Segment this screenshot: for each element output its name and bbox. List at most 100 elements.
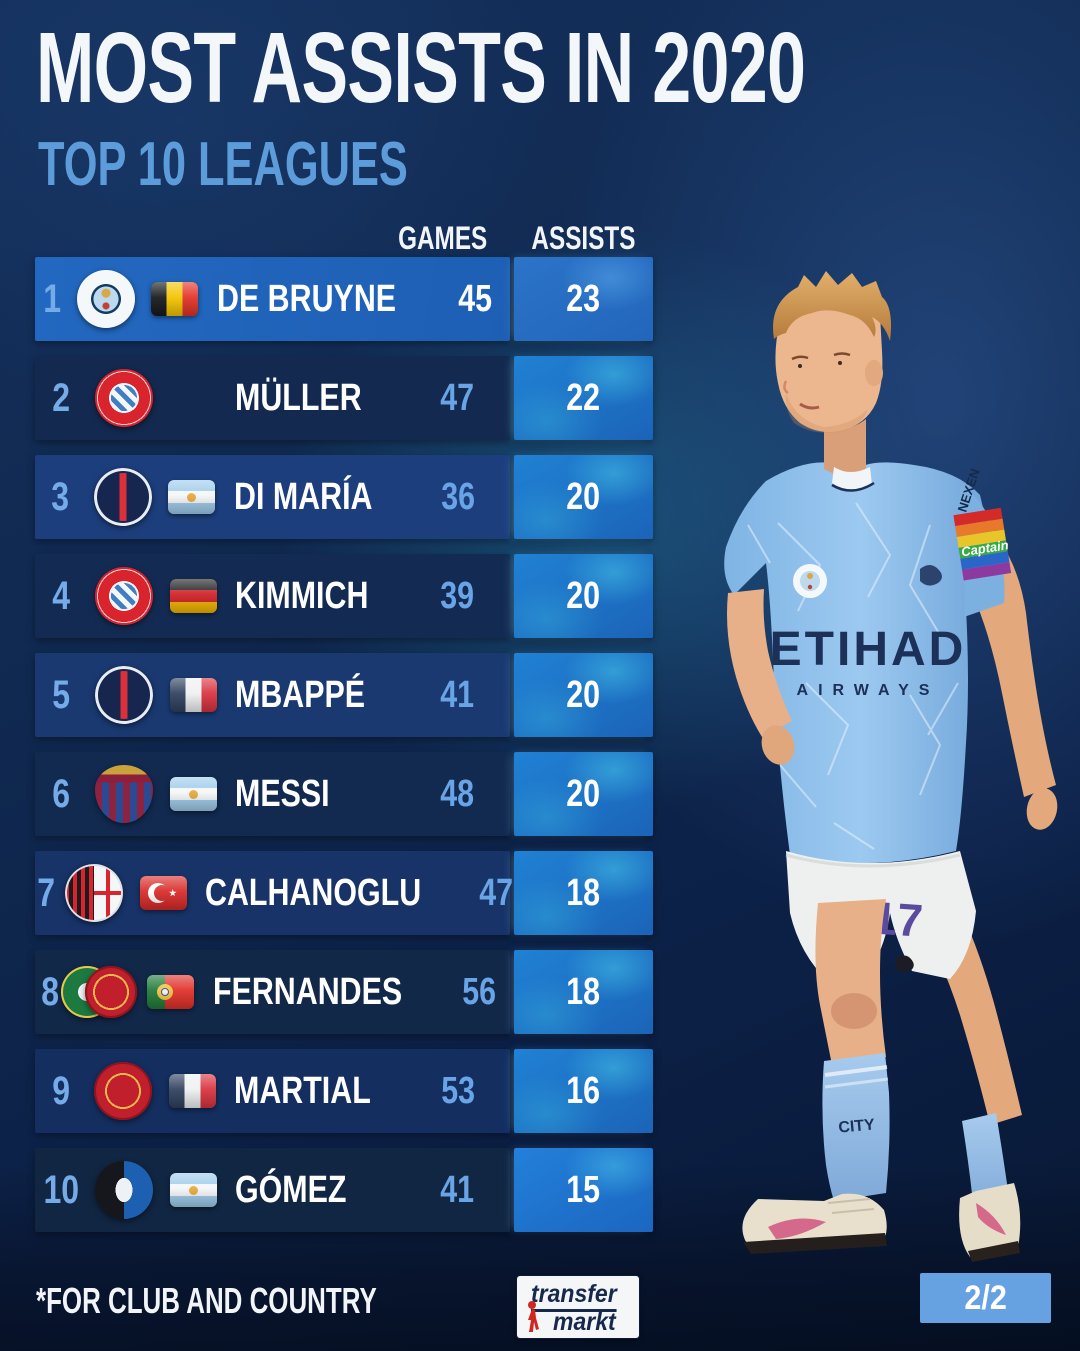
games-value: 41: [404, 1169, 510, 1212]
player-name-text: GÓMEZ: [235, 1168, 347, 1211]
games-value: 56: [449, 971, 510, 1014]
rank-number-text: 3: [51, 474, 70, 519]
table-row-main: 2 MÜLLER 47: [35, 356, 510, 440]
puma-logo-chest: [920, 565, 942, 586]
transfermarkt-logo-line2: markt: [553, 1308, 616, 1336]
country-flag: [131, 876, 195, 910]
player-head: [773, 271, 891, 433]
table-row: 7 CALHANOGLU 47 18: [35, 851, 665, 935]
games-value: 53: [405, 1070, 510, 1113]
games-value-text: 36: [441, 475, 476, 518]
rank-number-text: 10: [43, 1167, 79, 1212]
page-subtitle: TOP 10 LEAGUES: [38, 130, 408, 199]
table-row: 4 KIMMICH 39 20: [35, 554, 665, 638]
flag-argentina: [168, 480, 216, 514]
games-value: 36: [407, 476, 510, 519]
rank-number-text: 7: [37, 870, 56, 915]
transfermarkt-figure-icon: [528, 1301, 539, 1332]
rank-number-text: 4: [52, 573, 70, 618]
club-crests: [86, 1062, 160, 1120]
assists-table: 1 DE BRUYNE 45 23 2 MÜLLER 47 22 3 DI MA…: [35, 257, 665, 1247]
club-crest-psg: [95, 666, 153, 724]
player-name-text: KIMMICH: [235, 574, 369, 617]
transfermarkt-logo-line1: transfer: [531, 1280, 617, 1312]
games-value-text: 53: [440, 1069, 475, 1112]
assists-value-text: 20: [566, 673, 601, 716]
games-value: 39: [404, 575, 510, 618]
games-value: 41: [404, 674, 510, 717]
assists-value: 22: [562, 377, 604, 420]
footnote: *FOR CLUB AND COUNTRY: [36, 1280, 377, 1321]
country-flag: [143, 282, 207, 316]
assists-value-text: 18: [566, 871, 601, 914]
table-row-main: 3 DI MARÍA 36: [35, 455, 510, 539]
player-name: MESSI: [225, 773, 404, 816]
assists-value-text: 20: [566, 475, 601, 518]
country-flag: [160, 1074, 224, 1108]
table-row-main: 10 GÓMEZ 41: [35, 1148, 510, 1232]
player-photo: NEXEN Captain ETIHAD AIRWAYS 17 CIT: [724, 271, 1058, 1262]
assists-cell: 22: [514, 356, 653, 440]
player-name: CALHANOGLU: [195, 872, 475, 915]
rank-number-text: 8: [40, 969, 59, 1014]
player-neck: [824, 419, 866, 476]
club-crests: [69, 270, 143, 328]
transfermarkt-logo: transfer markt: [517, 1276, 639, 1338]
flag-france: [169, 678, 217, 712]
assists-value-text: 22: [566, 376, 601, 419]
flag-france: [168, 1074, 216, 1108]
assists-value-text: 15: [566, 1168, 601, 1211]
assists-cell: 16: [514, 1049, 653, 1133]
rank-number-text: 9: [51, 1068, 70, 1113]
player-name-text: MBAPPÉ: [235, 673, 366, 716]
club-crests: [87, 369, 161, 427]
player-name-text: MARTIAL: [234, 1069, 372, 1112]
games-value-text: 48: [440, 772, 474, 815]
shirt-crest: [793, 564, 827, 598]
player-front-boot: [742, 1193, 887, 1254]
table-row-main: 6 MESSI 48: [35, 752, 510, 836]
assists-cell: 20: [514, 752, 653, 836]
collar-trim: [831, 481, 875, 492]
rank-number: 7: [35, 871, 57, 916]
shirt-pattern: [747, 502, 959, 850]
column-header-games: GAMES: [363, 220, 523, 257]
games-value-text: 56: [462, 970, 497, 1013]
assists-value: 20: [562, 476, 604, 519]
club-crest-atalanta: [95, 1161, 153, 1219]
sock-text: CITY: [838, 1116, 876, 1136]
rank-number: 5: [35, 673, 87, 718]
puma-logo-shorts: [896, 955, 914, 973]
assists-value-text: 18: [566, 970, 601, 1013]
rank-number-text: 2: [52, 375, 70, 420]
games-value-text: 45: [458, 277, 493, 320]
games-value-text: 39: [440, 574, 474, 617]
rank-number: 3: [35, 475, 86, 520]
flag-belgium: [151, 282, 199, 316]
games-value: 47: [475, 872, 517, 915]
rank-number-text: 1: [43, 276, 61, 321]
armband-text: Captain: [960, 537, 1009, 559]
assists-value-text: 16: [566, 1069, 601, 1112]
captain-armband: Captain: [953, 507, 1012, 581]
page-indicator-badge: 2/2: [920, 1273, 1051, 1323]
player-name: MARTIAL: [224, 1070, 405, 1113]
assists-cell: 20: [514, 455, 653, 539]
assists-cell: 20: [514, 554, 653, 638]
table-row: 1 DE BRUYNE 45 23: [35, 257, 665, 341]
assists-value: 23: [562, 278, 604, 321]
club-crests: [60, 963, 139, 1021]
games-value-text: 47: [479, 871, 514, 914]
table-row-main: 1 DE BRUYNE 45: [35, 257, 510, 341]
club-crests: [86, 468, 160, 526]
club-crests: [87, 765, 161, 823]
games-value: 48: [404, 773, 510, 816]
club-crest-psg: [93, 468, 152, 526]
rank-number: 4: [35, 574, 87, 619]
player-name-text: DE BRUYNE: [216, 277, 397, 320]
table-row: 5 MBAPPÉ 41 20: [35, 653, 665, 737]
club-crest-ac-milan: [65, 864, 124, 922]
player-name-text: CALHANOGLU: [205, 871, 422, 914]
rank-number-text: 5: [52, 672, 70, 717]
